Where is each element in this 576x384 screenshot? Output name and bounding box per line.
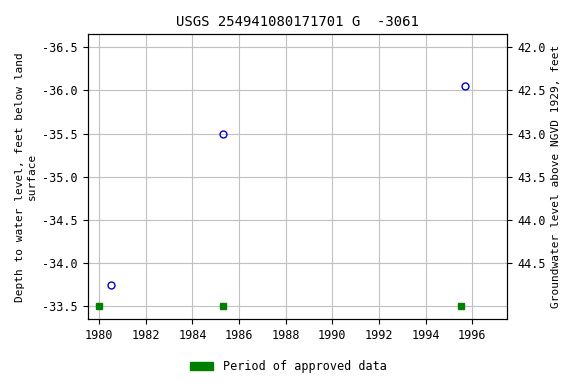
Title: USGS 254941080171701 G  -3061: USGS 254941080171701 G -3061 xyxy=(176,15,419,29)
Y-axis label: Depth to water level, feet below land
surface: Depth to water level, feet below land su… xyxy=(15,52,37,302)
Y-axis label: Groundwater level above NGVD 1929, feet: Groundwater level above NGVD 1929, feet xyxy=(551,45,561,308)
Legend: Period of approved data: Period of approved data xyxy=(185,356,391,378)
